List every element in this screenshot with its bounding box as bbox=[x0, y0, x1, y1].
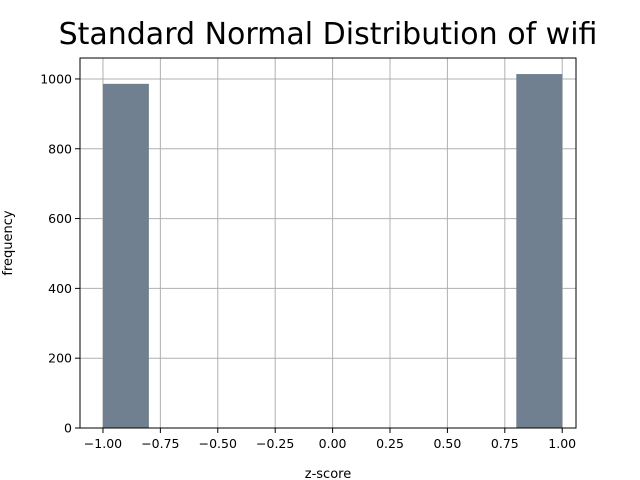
chart-title: Standard Normal Distribution of wifi bbox=[59, 17, 598, 52]
x-tick-label: −0.75 bbox=[141, 436, 179, 451]
x-tick-label: 0.00 bbox=[319, 436, 347, 451]
x-tick-label: 1.00 bbox=[548, 436, 576, 451]
y-tick-label: 200 bbox=[48, 351, 72, 366]
y-tick-label: 800 bbox=[48, 141, 72, 156]
x-axis-ticks: −1.00 −0.75 −0.50 −0.25 0.00 0.25 0.50 0.75 1.00 bbox=[84, 428, 576, 451]
x-tick-label: 0.75 bbox=[491, 436, 519, 451]
x-tick-label: −0.25 bbox=[256, 436, 294, 451]
y-tick-label: 600 bbox=[48, 211, 72, 226]
y-tick-label: 0 bbox=[64, 421, 72, 436]
x-tick-label: 0.50 bbox=[433, 436, 461, 451]
y-tick-label: 400 bbox=[48, 281, 72, 296]
x-axis-label: z-score bbox=[305, 467, 351, 480]
y-axis-ticks: 0 200 400 600 800 1000 bbox=[40, 71, 80, 436]
axes-frame bbox=[79, 57, 577, 429]
histogram-bar bbox=[102, 83, 149, 428]
bars bbox=[102, 74, 563, 428]
grid-lines bbox=[80, 58, 576, 429]
x-tick-label: 0.25 bbox=[376, 436, 404, 451]
y-axis-label: frequency bbox=[1, 210, 16, 276]
histogram-bar bbox=[516, 74, 563, 428]
y-tick-label: 1000 bbox=[40, 71, 72, 86]
x-tick-label: −0.50 bbox=[199, 436, 237, 451]
x-tick-label: −1.00 bbox=[84, 436, 122, 451]
